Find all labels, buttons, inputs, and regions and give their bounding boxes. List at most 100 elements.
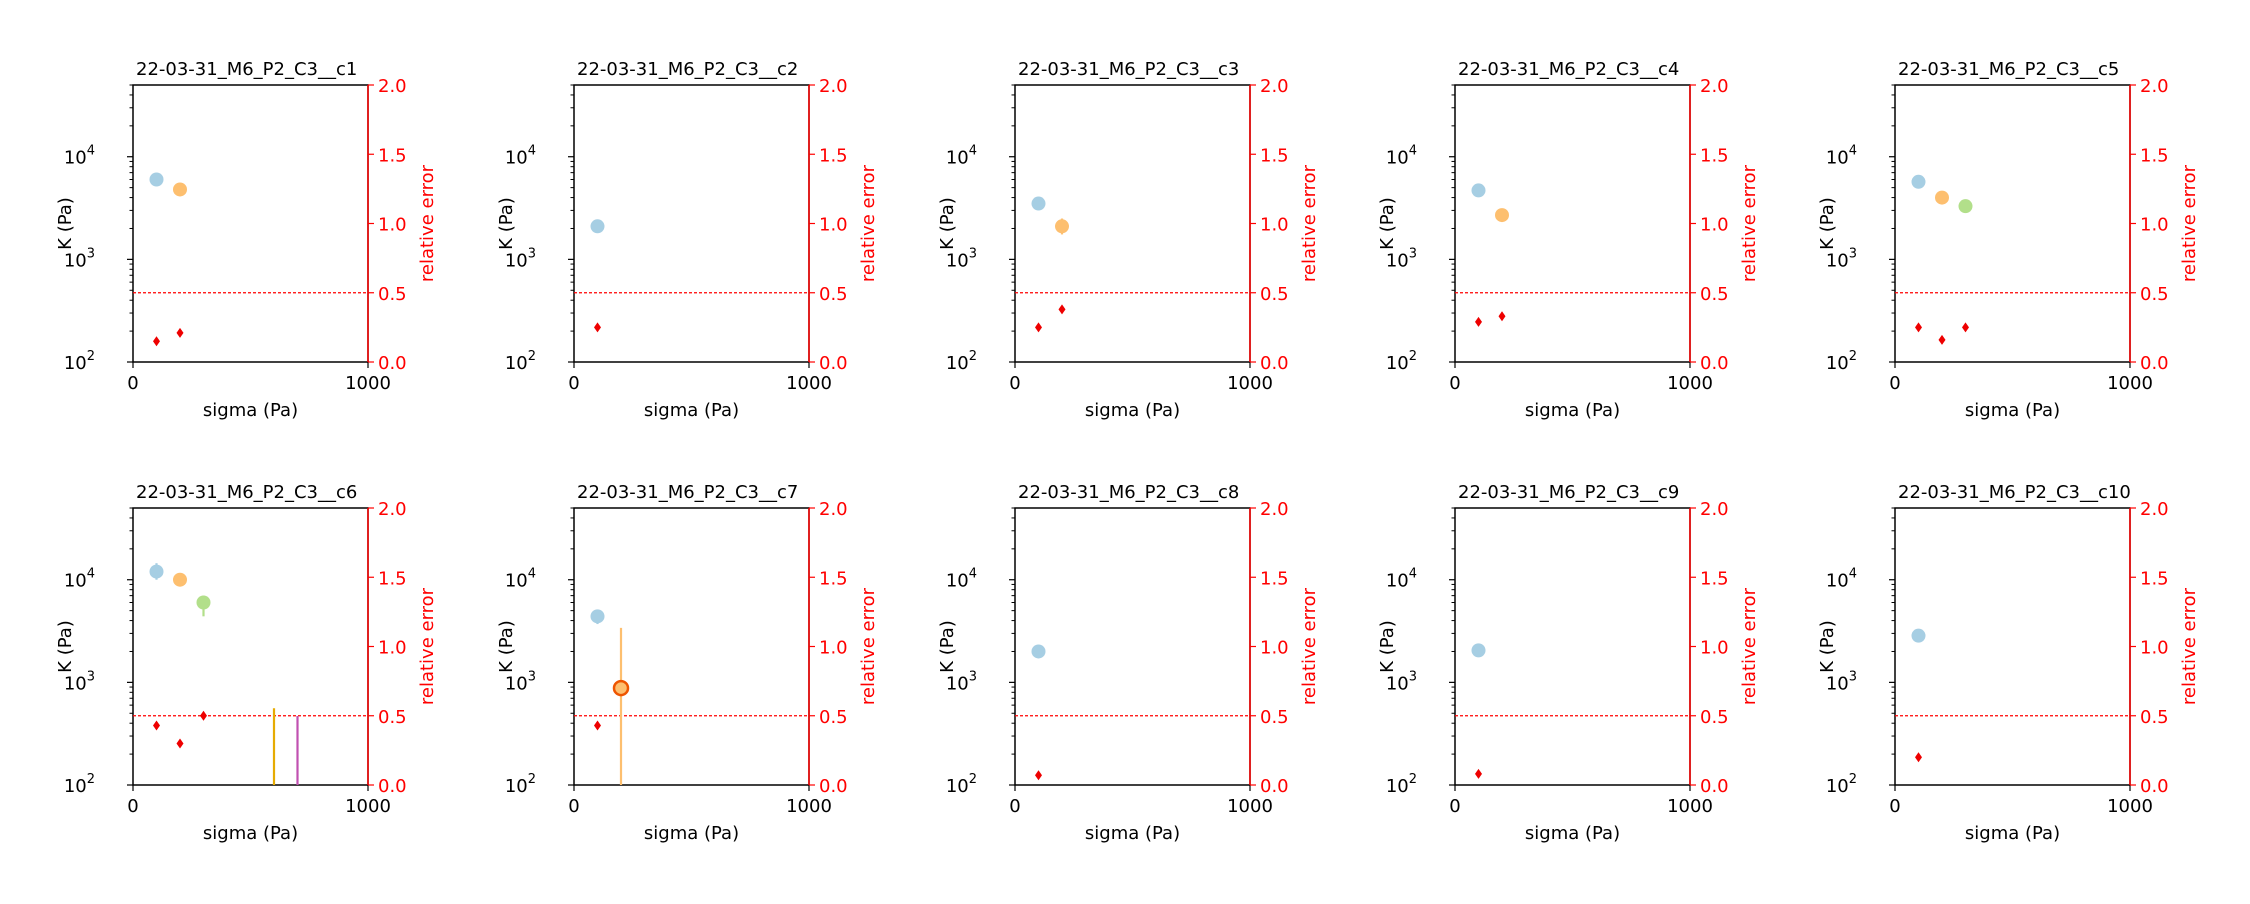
y2-tick-label: 1.5	[819, 145, 848, 166]
y-tick-exponent: 3	[1409, 246, 1417, 261]
y-axis-label: K (Pa)	[937, 197, 958, 250]
y-tick-label: 102	[505, 772, 536, 797]
y2-tick-label: 0.0	[1700, 353, 1729, 374]
y2-axis-label: relative error	[1739, 587, 1760, 705]
y-tick-base: 10	[1826, 673, 1849, 694]
y2-tick-label: 1.0	[1260, 215, 1289, 236]
y-tick-exponent: 2	[1849, 772, 1857, 787]
relative-error-marker	[594, 720, 601, 731]
subplot-title: 22-03-31_M6_P2_C3__c4	[1458, 59, 1679, 80]
y-tick-base: 10	[1826, 776, 1849, 797]
y-axis-label: K (Pa)	[1377, 197, 1398, 250]
y-tick-label: 104	[1826, 144, 1857, 169]
x-tick-label: 1000	[1227, 796, 1273, 817]
y2-tick-label: 1.5	[1700, 145, 1729, 166]
y-tick-label: 104	[64, 567, 95, 592]
y2-tick-label: 1.5	[378, 568, 407, 589]
y2-tick-label: 1.0	[1700, 638, 1729, 659]
y-tick-exponent: 2	[1849, 349, 1857, 364]
y-tick-label: 102	[64, 772, 95, 797]
y2-tick-label: 0.5	[819, 707, 848, 728]
y-tick-label: 104	[1386, 567, 1417, 592]
y2-tick-label: 0.5	[378, 284, 407, 305]
y2-tick-label: 2.0	[1700, 76, 1729, 97]
plot-frame	[1014, 507, 1251, 786]
relative-error-marker	[1962, 322, 1969, 333]
relative-error-marker	[1938, 334, 1946, 345]
y2-tick-label: 0.0	[2140, 353, 2169, 374]
relative-error-marker	[1915, 322, 1922, 333]
k-data-point	[1031, 644, 1046, 659]
relative-error-marker	[153, 720, 160, 731]
x-axis-label: sigma (Pa)	[203, 823, 298, 844]
y-tick-label: 102	[505, 349, 536, 374]
plot-frame	[1894, 507, 2131, 786]
y2-tick-label: 1.0	[378, 215, 407, 236]
y2-axis-label: relative error	[1299, 587, 1320, 705]
x-tick-label: 1000	[1667, 373, 1713, 394]
relative-error-marker	[1035, 322, 1042, 333]
y-tick-label: 104	[1826, 567, 1857, 592]
y2-tick-label: 0.5	[1260, 707, 1289, 728]
y-axis-label: K (Pa)	[1377, 620, 1398, 673]
y2-tick-label: 2.0	[378, 76, 407, 97]
y2-tick-label: 1.5	[1260, 568, 1289, 589]
y2-tick-label: 1.5	[2140, 568, 2169, 589]
y-tick-exponent: 2	[528, 772, 536, 787]
plot-frame	[573, 507, 810, 786]
relative-error-marker	[1915, 752, 1922, 763]
y2-tick-label: 1.5	[1700, 568, 1729, 589]
k-data-point	[1471, 183, 1486, 198]
y-tick-exponent: 3	[87, 669, 95, 684]
k-data-point	[590, 219, 605, 234]
y-tick-base: 10	[505, 250, 528, 271]
y-tick-base: 10	[946, 250, 969, 271]
x-axis-label: sigma (Pa)	[1525, 823, 1620, 844]
relative-error-marker	[153, 336, 160, 347]
y-tick-label: 102	[1826, 772, 1857, 797]
y-tick-base: 10	[1826, 148, 1849, 169]
y2-axis-label: relative error	[1299, 164, 1320, 282]
y-tick-exponent: 3	[1849, 669, 1857, 684]
y-tick-exponent: 2	[1409, 349, 1417, 364]
x-tick-label: 0	[1889, 796, 1900, 817]
relative-error-marker	[1058, 304, 1066, 315]
y2-tick-label: 1.0	[378, 638, 407, 659]
x-axis-label: sigma (Pa)	[203, 400, 298, 421]
y2-tick-label: 0.0	[2140, 776, 2169, 797]
y2-tick-label: 0.0	[378, 776, 407, 797]
k-data-point	[1055, 219, 1069, 234]
y-tick-exponent: 4	[1849, 144, 1857, 159]
y-tick-label: 104	[64, 144, 95, 169]
y-tick-exponent: 4	[528, 567, 536, 582]
y-tick-label: 103	[505, 246, 536, 271]
y2-tick-label: 0.0	[819, 353, 848, 374]
y-tick-exponent: 4	[1849, 567, 1857, 582]
y-axis-label: K (Pa)	[496, 620, 517, 673]
y-tick-label: 102	[1386, 772, 1417, 797]
y-axis-label: K (Pa)	[496, 197, 517, 250]
y-tick-base: 10	[1386, 571, 1409, 592]
y-tick-label: 104	[946, 567, 977, 592]
y2-tick-label: 2.0	[1260, 499, 1289, 520]
y-tick-exponent: 4	[1409, 144, 1417, 159]
y2-axis-label: relative error	[858, 164, 879, 282]
y-tick-base: 10	[64, 148, 87, 169]
y-tick-exponent: 2	[1409, 772, 1417, 787]
x-tick-label: 1000	[1227, 373, 1273, 394]
subplot-title: 22-03-31_M6_P2_C3__c10	[1898, 482, 2131, 503]
k-data-point	[590, 609, 605, 624]
y-tick-base: 10	[1386, 673, 1409, 694]
y-tick-exponent: 4	[969, 144, 977, 159]
plot-frame	[1014, 84, 1251, 363]
plot-frame	[1454, 84, 1691, 363]
y2-tick-label: 0.5	[1700, 707, 1729, 728]
y2-tick-label: 1.0	[1700, 215, 1729, 236]
y-tick-base: 10	[64, 776, 87, 797]
k-data-point	[149, 172, 164, 187]
